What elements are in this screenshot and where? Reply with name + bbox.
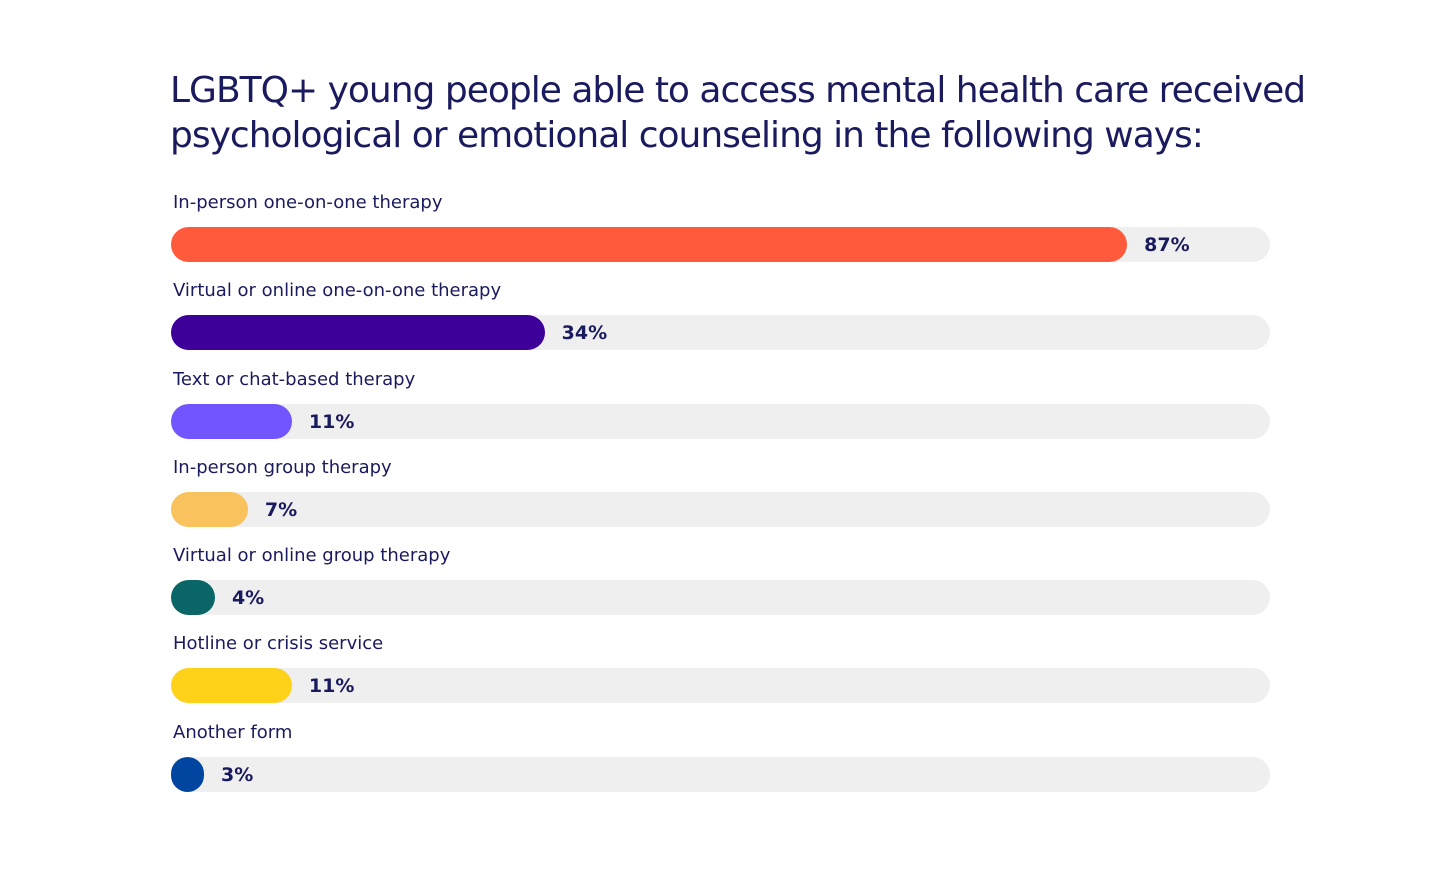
bar bbox=[171, 668, 292, 704]
bar-value-label: 34% bbox=[561, 322, 608, 345]
bar-row: Virtual or online one-on-one therapy 34% bbox=[171, 278, 1270, 366]
bar bbox=[171, 227, 1128, 262]
bar-row: Virtual or online group therapy 4% bbox=[171, 543, 1270, 631]
bar-category-label: Another form bbox=[173, 721, 293, 743]
bar-track: 4% bbox=[171, 580, 1270, 616]
bar-category-label: Virtual or online one-on-one therapy bbox=[173, 280, 502, 302]
bar bbox=[171, 756, 204, 792]
bar-row: Text or chat-based therapy 11% bbox=[171, 367, 1270, 455]
bar-track: 34% bbox=[171, 315, 1270, 351]
bar-category-label: In-person group therapy bbox=[173, 456, 392, 478]
bar-value-label: 11% bbox=[308, 410, 355, 433]
bar-category-label: Hotline or crisis service bbox=[173, 633, 384, 655]
bar-track: 3% bbox=[171, 756, 1270, 792]
bar bbox=[171, 580, 215, 616]
bar-value-label: 7% bbox=[264, 498, 298, 521]
bar-track: 11% bbox=[171, 403, 1270, 439]
bar bbox=[171, 315, 545, 351]
bar bbox=[171, 491, 248, 527]
bar-track: 7% bbox=[171, 491, 1270, 527]
bar-category-label: Text or chat-based therapy bbox=[173, 368, 416, 390]
bar-row: In-person one-on-one therapy 87% bbox=[171, 190, 1270, 278]
bar-track: 11% bbox=[171, 668, 1270, 704]
bar-value-label: 87% bbox=[1144, 234, 1190, 256]
bar-category-label: In-person one-on-one therapy bbox=[173, 192, 443, 213]
chart-title: LGBTQ+ young people able to access menta… bbox=[170, 70, 1306, 156]
bar-track: 87% bbox=[171, 227, 1270, 262]
bar-value-label: 4% bbox=[231, 587, 265, 610]
bar-row: Another form 3% bbox=[171, 720, 1270, 808]
bar-row: Hotline or crisis service 11% bbox=[171, 631, 1270, 719]
bar bbox=[171, 403, 292, 439]
bar-value-label: 3% bbox=[220, 763, 254, 786]
bar-row: In-person group therapy 7% bbox=[171, 455, 1270, 543]
bar-value-label: 11% bbox=[308, 675, 355, 698]
bar-chart: In-person one-on-one therapy 87% Virtual o… bbox=[171, 190, 1270, 808]
bar-category-label: Virtual or online group therapy bbox=[173, 545, 451, 567]
